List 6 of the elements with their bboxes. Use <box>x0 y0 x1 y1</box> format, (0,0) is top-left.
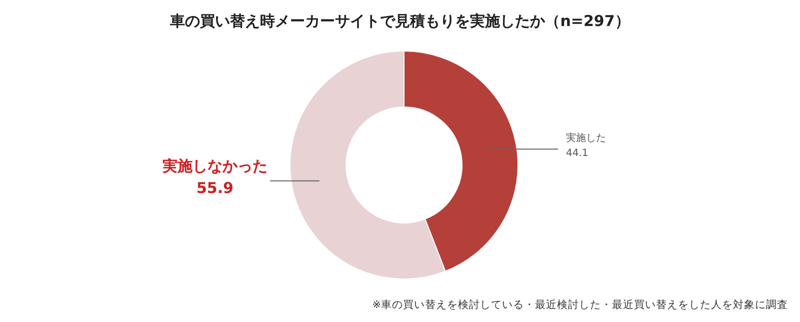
slice-label: 実施した <box>566 132 606 144</box>
slice-label: 実施しなかった <box>162 156 268 175</box>
text: ※車の買い替えを検討している・最近検討した・最近買い替えをした人を対象に調査 <box>372 298 788 311</box>
data-label: 55.9 <box>196 178 234 197</box>
chart-title: 車の買い替え時メーカーサイトで見積もりを実施したか（n=297） <box>169 12 630 30</box>
data-label: 44.1 <box>566 148 588 160</box>
